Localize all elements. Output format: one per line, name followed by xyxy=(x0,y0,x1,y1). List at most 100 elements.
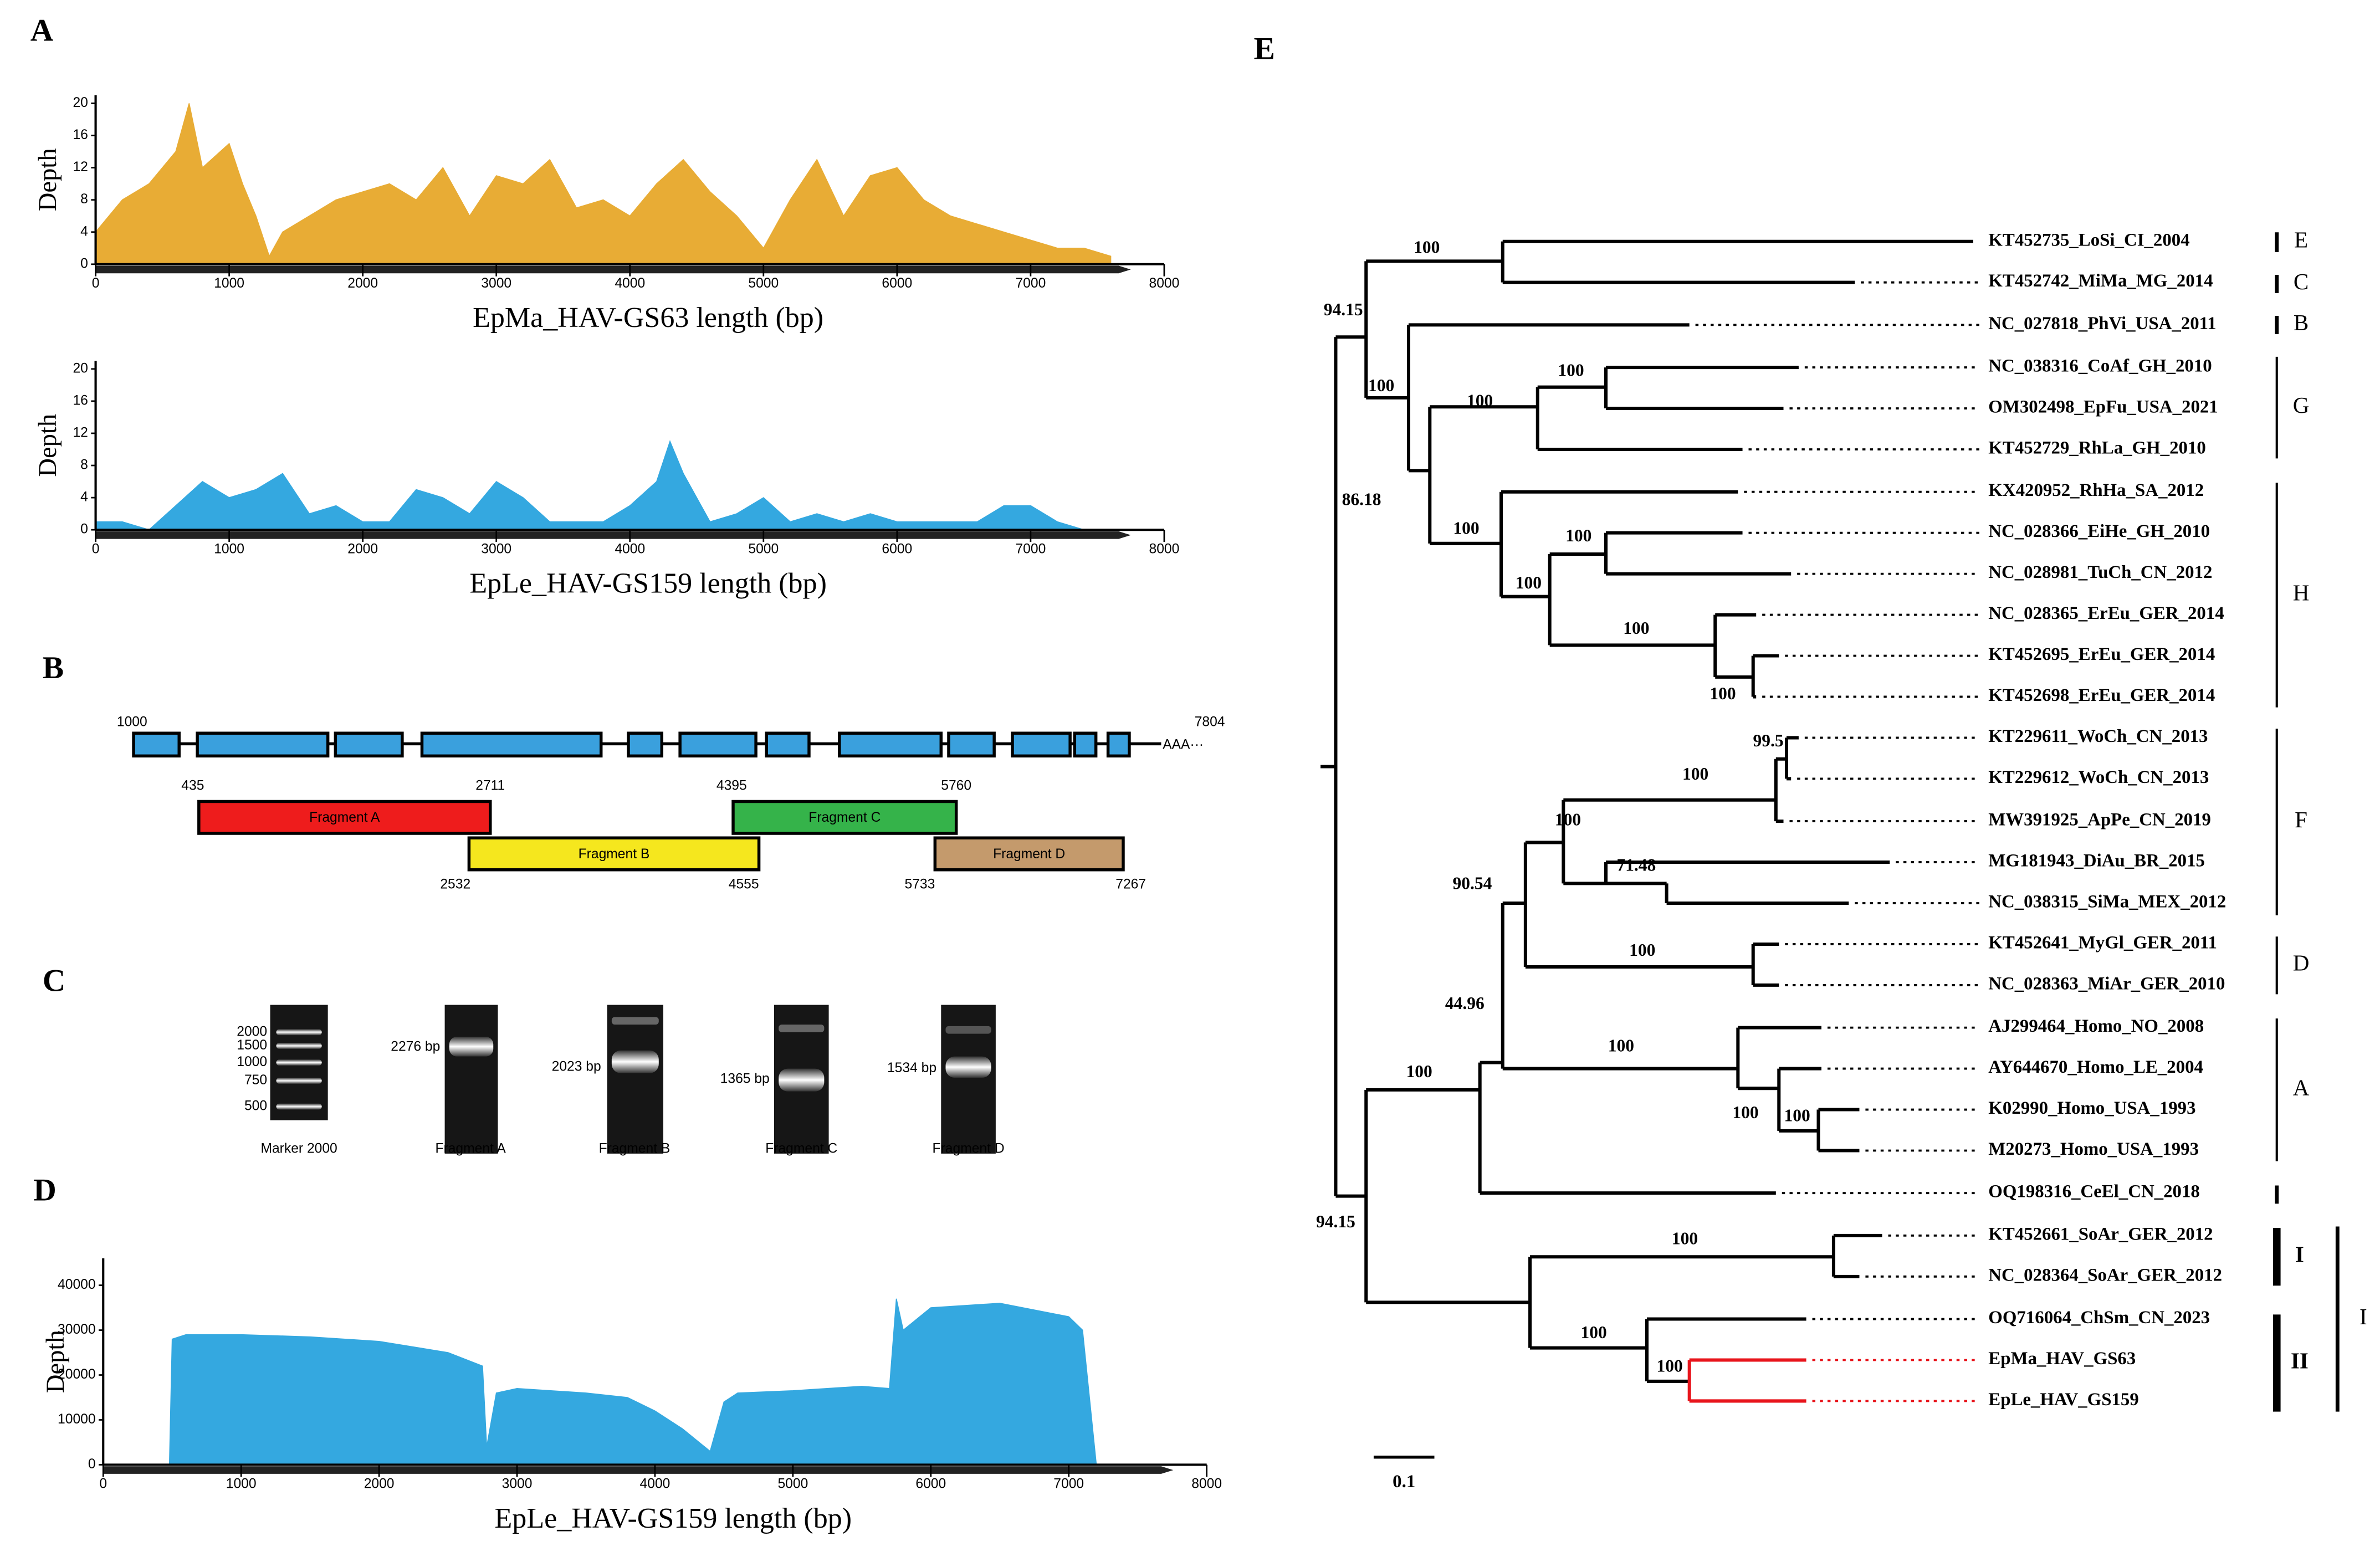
x-tick-label: 0 xyxy=(92,276,100,291)
gene-box xyxy=(678,731,757,758)
band-size: 2023 bp xyxy=(552,1059,601,1074)
bootstrap-value: 100 xyxy=(1656,1356,1682,1375)
y-tick-label: 16 xyxy=(73,393,88,408)
panel-label: E xyxy=(1254,32,1275,66)
clade-label: F xyxy=(2295,807,2307,832)
gene-box xyxy=(334,731,404,758)
marker-size: 1000 xyxy=(237,1054,267,1069)
y-tick-label: 0 xyxy=(80,256,88,271)
leaf-label: KT452695_ErEu_GER_2014 xyxy=(1988,644,2215,664)
leaf-label: NC_038315_SiMa_MEX_2012 xyxy=(1988,892,2226,912)
fragment-start: 435 xyxy=(181,779,204,793)
bootstrap-value: 100 xyxy=(1580,1323,1606,1342)
clade-label: I xyxy=(2295,1242,2304,1267)
x-tick-label: 7000 xyxy=(1015,276,1046,291)
leaf-label: NC_038316_CoAf_GH_2010 xyxy=(1988,356,2212,376)
bootstrap-value: 71.48 xyxy=(1616,855,1656,874)
bootstrap-value: 100 xyxy=(1629,940,1655,960)
gene-box xyxy=(196,731,330,758)
gene-box xyxy=(1073,731,1098,758)
leaf-label: OQ198316_CeEl_CN_2018 xyxy=(1988,1182,2200,1202)
leaf-label: KT229611_WoCh_CN_2013 xyxy=(1988,726,2208,746)
leaf-label: KX420952_RhHa_SA_2012 xyxy=(1988,480,2204,500)
marker-name: Marker 2000 xyxy=(260,1141,337,1156)
bootstrap-value: 100 xyxy=(1453,518,1479,537)
gene-box xyxy=(627,731,664,758)
genome-end: 7804 xyxy=(1195,715,1225,730)
gene-box xyxy=(947,731,996,758)
fragment-name: Fragment A xyxy=(309,810,380,825)
fragment-box xyxy=(467,836,761,872)
fragment-box xyxy=(197,800,492,835)
clade-label: E xyxy=(2294,227,2308,253)
x-tick-label: 5000 xyxy=(748,276,779,291)
clade-label: H xyxy=(2293,580,2310,605)
x-axis-label: EpLe_HAV-GS159 length (bp) xyxy=(469,567,827,599)
y-tick-label: 20000 xyxy=(58,1367,96,1382)
bootstrap-value: 99.5 xyxy=(1753,731,1784,750)
leaf-label: EpLe_HAV_GS159 xyxy=(1988,1390,2138,1410)
fragment-name: Fragment D xyxy=(993,847,1065,862)
y-tick-label: 8 xyxy=(80,458,88,473)
fragment-name: Fragment B xyxy=(579,847,650,862)
leaf-label: K02990_Homo_USA_1993 xyxy=(1988,1098,2195,1118)
bootstrap-value: 100 xyxy=(1368,376,1394,395)
leaf-label: AY644670_Homo_LE_2004 xyxy=(1988,1057,2203,1077)
bootstrap-value: 44.96 xyxy=(1445,993,1485,1013)
clade-label: C xyxy=(2294,269,2309,294)
y-tick-label: 12 xyxy=(73,160,88,175)
x-tick-label: 2000 xyxy=(347,276,378,291)
x-tick-label: 7000 xyxy=(1053,1477,1084,1492)
x-tick-label: 0 xyxy=(92,541,100,556)
x-tick-label: 1000 xyxy=(214,541,244,556)
y-tick-label: 16 xyxy=(73,127,88,142)
fragment-end: 4555 xyxy=(729,877,759,892)
genome-start: 1000 xyxy=(117,715,147,730)
band-size: 1534 bp xyxy=(887,1061,936,1076)
gene-box xyxy=(1011,731,1072,758)
leaf-label: KT452742_MiMa_MG_2014 xyxy=(1988,271,2213,291)
x-tick-label: 5000 xyxy=(777,1477,808,1492)
fragment-name: Fragment C xyxy=(808,810,881,825)
gene-box xyxy=(1106,731,1131,758)
x-tick-label: 6000 xyxy=(882,276,912,291)
bootstrap-value: 100 xyxy=(1406,1062,1432,1081)
highlight-branches xyxy=(1687,1358,1806,1403)
scale-label: 0.1 xyxy=(1393,1472,1415,1492)
leaf-label: OQ716064_ChSm_CN_2023 xyxy=(1988,1308,2210,1328)
bootstrap-value: 100 xyxy=(1709,684,1736,703)
fragment-end: 7267 xyxy=(1115,877,1146,892)
leaf-label: MW391925_ApPe_CN_2019 xyxy=(1988,810,2211,830)
leaf-label: KT452735_LoSi_CI_2004 xyxy=(1988,230,2189,250)
y-tick-label: 20 xyxy=(73,361,88,376)
leaf-label: NC_028366_EiHe_GH_2010 xyxy=(1988,521,2210,541)
x-tick-label: 8000 xyxy=(1149,541,1180,556)
fragment-box xyxy=(933,836,1125,872)
clade-label: D xyxy=(2293,950,2310,976)
y-tick-label: 20 xyxy=(73,95,88,110)
y-tick-label: 10000 xyxy=(58,1412,96,1427)
x-tick-label: 1000 xyxy=(214,276,244,291)
coverage-area xyxy=(168,1298,1097,1466)
x-tick-label: 2000 xyxy=(364,1477,395,1492)
x-tick-label: 1000 xyxy=(226,1477,257,1492)
leaf-label: OM302498_EpFu_USA_2021 xyxy=(1988,397,2218,417)
gene-box xyxy=(765,731,811,758)
marker-size: 500 xyxy=(244,1099,267,1114)
gene-box xyxy=(132,731,181,758)
x-tick-label: 6000 xyxy=(915,1477,946,1492)
leaf-label: NC_028981_TuCh_CN_2012 xyxy=(1988,562,2212,582)
x-tick-label: 3000 xyxy=(481,541,511,556)
x-tick-label: 4000 xyxy=(615,276,645,291)
y-tick-label: 30000 xyxy=(58,1322,96,1337)
x-tick-label: 6000 xyxy=(882,541,912,556)
fragment-box xyxy=(731,800,958,835)
poly-a-tail: AAA··· xyxy=(1163,738,1204,752)
leaf-label: NC_028363_MiAr_GER_2010 xyxy=(1988,974,2225,993)
fragment-start: 2532 xyxy=(440,877,470,892)
leaf-label: KT452661_SoAr_GER_2012 xyxy=(1988,1224,2213,1244)
y-tick-label: 40000 xyxy=(58,1277,96,1292)
gene-box xyxy=(420,731,603,758)
bootstrap-value: 90.54 xyxy=(1453,873,1492,893)
leaf-label: KT452641_MyGl_GER_2011 xyxy=(1988,933,2217,953)
